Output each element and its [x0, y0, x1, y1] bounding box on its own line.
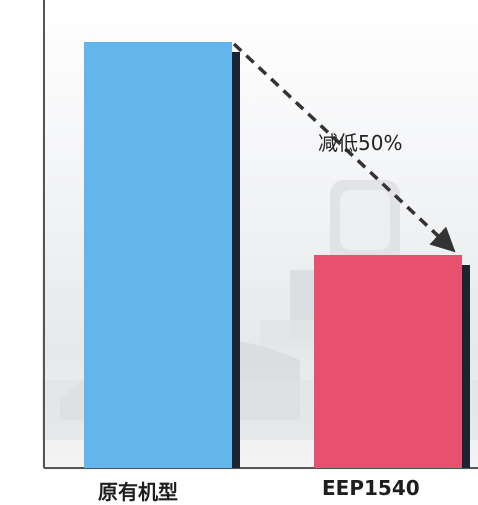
bar-eep1540-shadow — [462, 265, 470, 468]
bar-label-eep1540: EEP1540 — [322, 476, 420, 500]
reduction-annotation: 减低50% — [318, 130, 403, 155]
bar-eep1540 — [314, 255, 462, 468]
bar-original-model-shadow — [232, 52, 240, 468]
bar-original-model — [84, 42, 232, 468]
bar-chart — [42, 0, 478, 470]
